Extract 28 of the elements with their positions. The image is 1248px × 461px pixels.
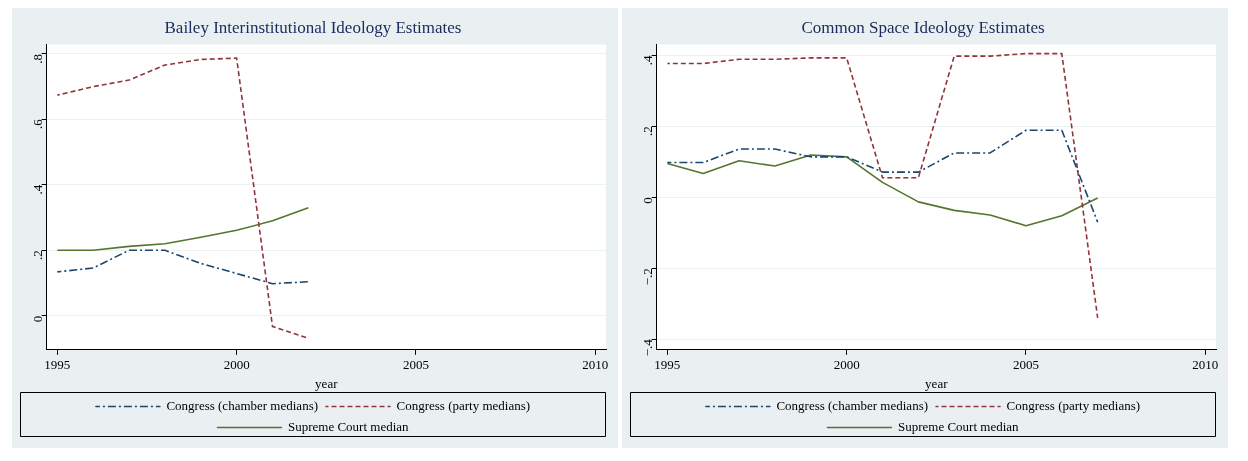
legend-label: Supreme Court median — [287, 418, 410, 434]
y-tick-label: .8 — [30, 53, 46, 64]
x-tick-label: 1995 — [44, 357, 71, 373]
y-tick-label: .4 — [640, 54, 656, 66]
x-tick-label: 2000 — [833, 357, 860, 373]
chart-title: Bailey Interinstitutional Ideology Estimates — [164, 17, 462, 37]
legend-label: Congress (chamber medians) — [166, 397, 319, 413]
y-tick-label: .4 — [30, 184, 46, 195]
legend-label: Congress (chamber medians) — [776, 397, 929, 413]
y-tick-label: .2 — [640, 126, 656, 137]
y-tick-label: −.2 — [640, 268, 656, 286]
x-tick-label: 2010 — [1192, 357, 1219, 373]
x-tick-label: 1995 — [654, 357, 681, 373]
x-tick-label: 2000 — [223, 357, 250, 373]
y-tick-label: 0 — [640, 197, 656, 204]
y-tick-label: −.4 — [640, 338, 656, 357]
legend-label: Congress (party medians) — [396, 397, 531, 413]
legend-label: Congress (party medians) — [1006, 397, 1141, 413]
x-tick-label: 2005 — [402, 357, 429, 373]
chart-title: Common Space Ideology Estimates — [801, 17, 1045, 37]
legend-label: Supreme Court median — [897, 418, 1020, 434]
y-tick-label: .2 — [30, 250, 46, 261]
x-axis-title: year — [925, 375, 949, 391]
x-tick-label: 2005 — [1012, 357, 1039, 373]
x-tick-label: 2010 — [582, 357, 609, 373]
y-tick-label: 0 — [30, 315, 46, 323]
y-tick-label: .6 — [30, 118, 46, 130]
x-axis-title: year — [315, 375, 339, 391]
